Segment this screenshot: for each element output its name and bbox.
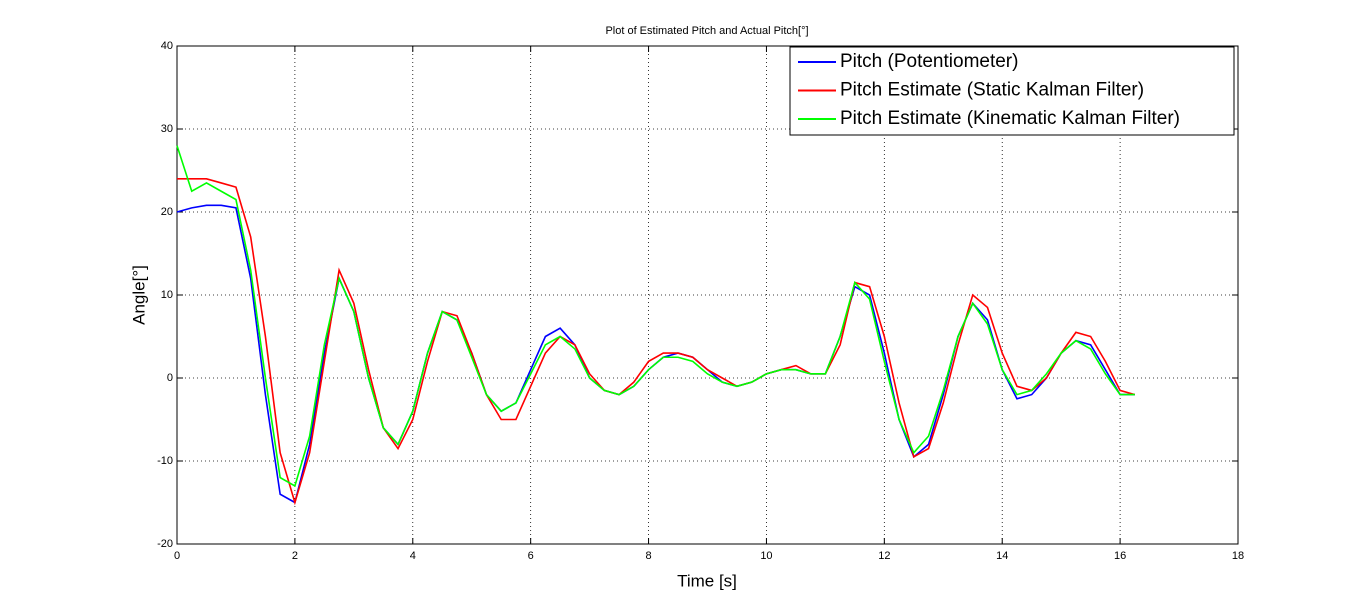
legend-label: Pitch (Potentiometer) [840,51,1018,72]
x-tick-label: 14 [996,550,1008,562]
legend-label: Pitch Estimate (Kinematic Kalman Filter) [840,108,1180,129]
x-tick-label: 18 [1232,550,1244,562]
legend-box [789,46,1235,136]
y-tick-label: 0 [167,372,173,384]
x-tick-label: 4 [410,550,416,562]
y-tick-label: 10 [161,289,173,301]
plot-frame [176,45,1239,545]
chart-title: Plot of Estimated Pitch and Actual Pitch… [605,25,808,37]
y-tick-label: 40 [161,40,173,52]
x-tick-label: 2 [292,550,298,562]
y-tick-label: 20 [161,206,173,218]
x-tick-label: 0 [174,550,180,562]
x-tick-label: 10 [760,550,772,562]
series-line [176,145,1135,488]
y-tick-label: -10 [157,455,173,467]
legend-label: Pitch Estimate (Static Kalman Filter) [840,80,1144,101]
x-tick-label: 8 [645,550,651,562]
x-tick-label: 12 [878,550,890,562]
x-axis-label: Time [s] [677,571,737,590]
y-tick-label: 30 [161,123,173,135]
y-axis-label: Angle[°] [129,265,148,325]
y-tick-label: -20 [157,538,173,550]
series-line [177,178,1136,506]
x-tick-label: 16 [1114,550,1126,562]
x-tick-label: 6 [528,550,534,562]
